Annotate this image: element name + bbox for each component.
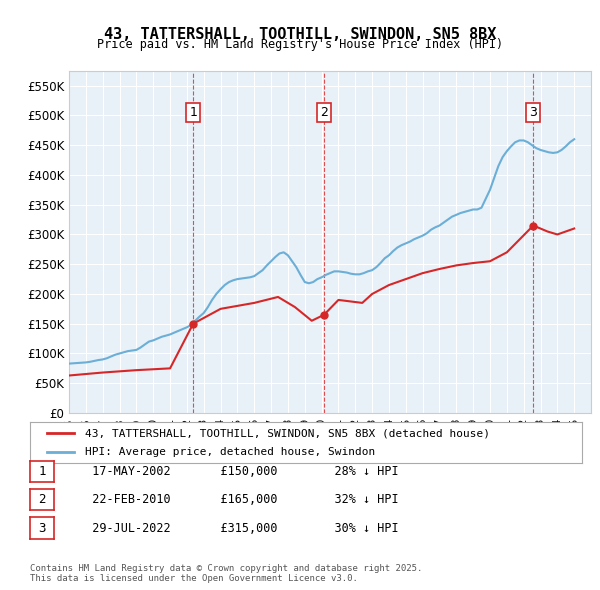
- Text: HPI: Average price, detached house, Swindon: HPI: Average price, detached house, Swin…: [85, 447, 376, 457]
- Text: 29-JUL-2022       £315,000        30% ↓ HPI: 29-JUL-2022 £315,000 30% ↓ HPI: [78, 522, 398, 535]
- Text: 22-FEB-2010       £165,000        32% ↓ HPI: 22-FEB-2010 £165,000 32% ↓ HPI: [78, 493, 398, 506]
- Text: Contains HM Land Registry data © Crown copyright and database right 2025.
This d: Contains HM Land Registry data © Crown c…: [30, 563, 422, 583]
- Text: 2: 2: [320, 106, 328, 119]
- Text: 3: 3: [529, 106, 537, 119]
- Text: 1: 1: [189, 106, 197, 119]
- Text: 17-MAY-2002       £150,000        28% ↓ HPI: 17-MAY-2002 £150,000 28% ↓ HPI: [78, 465, 398, 478]
- Text: 43, TATTERSHALL, TOOTHILL, SWINDON, SN5 8BX: 43, TATTERSHALL, TOOTHILL, SWINDON, SN5 …: [104, 27, 496, 41]
- Text: 1: 1: [38, 465, 46, 478]
- Text: 3: 3: [38, 522, 46, 535]
- Text: 2: 2: [38, 493, 46, 506]
- Text: 43, TATTERSHALL, TOOTHILL, SWINDON, SN5 8BX (detached house): 43, TATTERSHALL, TOOTHILL, SWINDON, SN5 …: [85, 428, 490, 438]
- Text: Price paid vs. HM Land Registry's House Price Index (HPI): Price paid vs. HM Land Registry's House …: [97, 38, 503, 51]
